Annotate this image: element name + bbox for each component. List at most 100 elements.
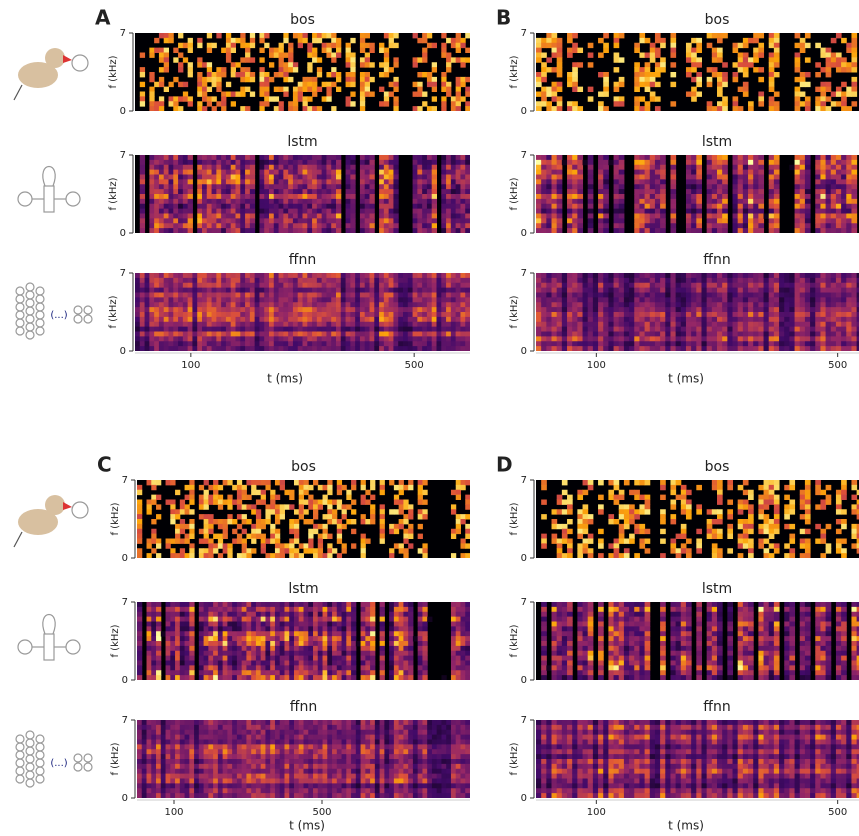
- spectrogram-cell: [655, 160, 661, 165]
- spectrogram-cell: [831, 155, 837, 160]
- spectrogram-cell: [154, 165, 159, 170]
- nn-node: [74, 754, 82, 762]
- spectrogram-cell: [851, 82, 857, 87]
- spectrogram-cell: [722, 283, 728, 288]
- spectrogram-cell: [379, 204, 384, 209]
- spectrogram-cell: [432, 179, 437, 184]
- spectrogram-cell: [446, 170, 451, 175]
- spectrogram-cell: [178, 341, 183, 346]
- spectrogram-cell: [681, 293, 687, 298]
- spectrogram-cell: [446, 327, 451, 332]
- spectrogram-cell: [670, 194, 676, 199]
- spectrogram-cell: [846, 278, 852, 283]
- spectrogram-cell: [727, 332, 733, 337]
- spectrogram-cell: [645, 170, 651, 175]
- spectrogram-cell: [422, 312, 427, 317]
- spectrogram-cell: [202, 155, 207, 160]
- spectrogram-cell: [733, 179, 739, 184]
- spectrogram-cell: [255, 297, 260, 302]
- spectrogram-cell: [197, 228, 202, 233]
- spectrogram-cell: [250, 346, 255, 351]
- spectrogram-cell: [681, 307, 687, 312]
- spectrogram-cell: [202, 228, 207, 233]
- spectrogram-cell: [681, 317, 687, 322]
- spectrogram-cell: [460, 218, 465, 223]
- spectrogram-cell: [686, 346, 692, 351]
- spectrogram-cell: [603, 170, 609, 175]
- spectrogram-cell: [279, 336, 284, 341]
- spectrogram-cell: [346, 228, 351, 233]
- spectrogram-cell: [164, 302, 169, 307]
- spectrogram-cell: [567, 33, 573, 38]
- spectrogram-cell: [764, 307, 770, 312]
- spectrogram-cell: [259, 322, 264, 327]
- spectrogram-cell: [557, 179, 563, 184]
- spectrogram-cell: [317, 170, 322, 175]
- spectrogram-cell: [417, 87, 422, 92]
- spectrogram-cell: [259, 77, 264, 82]
- spectrogram-cell: [365, 209, 370, 214]
- spectrogram-cell: [758, 179, 764, 184]
- spectrogram-cell: [274, 209, 279, 214]
- spectrogram-cell: [645, 62, 651, 67]
- spectrogram-cell: [546, 223, 552, 228]
- spectrogram-cell: [681, 346, 687, 351]
- spectrogram-cell: [743, 288, 749, 293]
- spectrogram-cell: [712, 283, 718, 288]
- spectrogram-cell: [384, 92, 389, 97]
- spectrogram-cell: [614, 273, 620, 278]
- spectrogram-cell: [360, 214, 365, 219]
- spectrogram-cell: [317, 302, 322, 307]
- spectrogram-cell: [264, 43, 269, 48]
- nn-node: [26, 779, 34, 787]
- spectrogram-cell: [738, 179, 744, 184]
- spectrogram-cell: [764, 327, 770, 332]
- spectrogram-cell: [758, 273, 764, 278]
- spectrogram-cell: [546, 302, 552, 307]
- spectrogram-cell: [365, 72, 370, 77]
- spectrogram-cell: [846, 327, 852, 332]
- spectrogram-cell: [779, 336, 785, 341]
- spectrogram-cell: [350, 322, 355, 327]
- spectrogram-cell: [738, 87, 744, 92]
- spectrogram-cell: [851, 53, 857, 58]
- spectrogram-cell: [240, 179, 245, 184]
- spectrogram-cell: [660, 223, 666, 228]
- spectrogram-cell: [274, 322, 279, 327]
- spectrogram-cell: [307, 155, 312, 160]
- spectrogram-cell: [283, 273, 288, 278]
- spectrogram-cell: [836, 341, 842, 346]
- spectrogram-cell: [598, 218, 604, 223]
- spectrogram-cell: [738, 346, 744, 351]
- spectrogram-cell: [331, 72, 336, 77]
- spectrogram-cell: [350, 293, 355, 298]
- spectrogram-cell: [164, 57, 169, 62]
- spectrogram-cell: [774, 33, 780, 38]
- spectrogram-cell: [312, 209, 317, 214]
- spectrogram-cell: [269, 327, 274, 332]
- spectrogram-cell: [831, 165, 837, 170]
- spectrogram-cell: [240, 346, 245, 351]
- spectrogram-cell: [836, 179, 842, 184]
- spectrogram-cell: [355, 317, 360, 322]
- spectrogram-cell: [437, 332, 442, 337]
- spectrogram-cell: [650, 199, 656, 204]
- spectrogram-cell: [572, 322, 578, 327]
- spectrogram-cell: [207, 155, 212, 160]
- spectrogram-cell: [536, 38, 542, 43]
- spectrogram-cell: [603, 179, 609, 184]
- spectrogram-cell: [360, 209, 365, 214]
- spectrogram-cell: [259, 67, 264, 72]
- spectrogram-cell: [691, 341, 697, 346]
- spectrogram-cell: [312, 278, 317, 283]
- spectrogram-cell: [274, 189, 279, 194]
- spectrogram-cell: [173, 312, 178, 317]
- spectrogram-cell: [202, 278, 207, 283]
- spectrogram-cell: [413, 293, 418, 298]
- spectrogram-cell: [365, 199, 370, 204]
- spectrogram-cell: [789, 297, 795, 302]
- spectrogram-cell: [753, 273, 759, 278]
- spectrogram-cell: [789, 332, 795, 337]
- spectrogram-cell: [188, 332, 193, 337]
- spectrogram-cell: [738, 307, 744, 312]
